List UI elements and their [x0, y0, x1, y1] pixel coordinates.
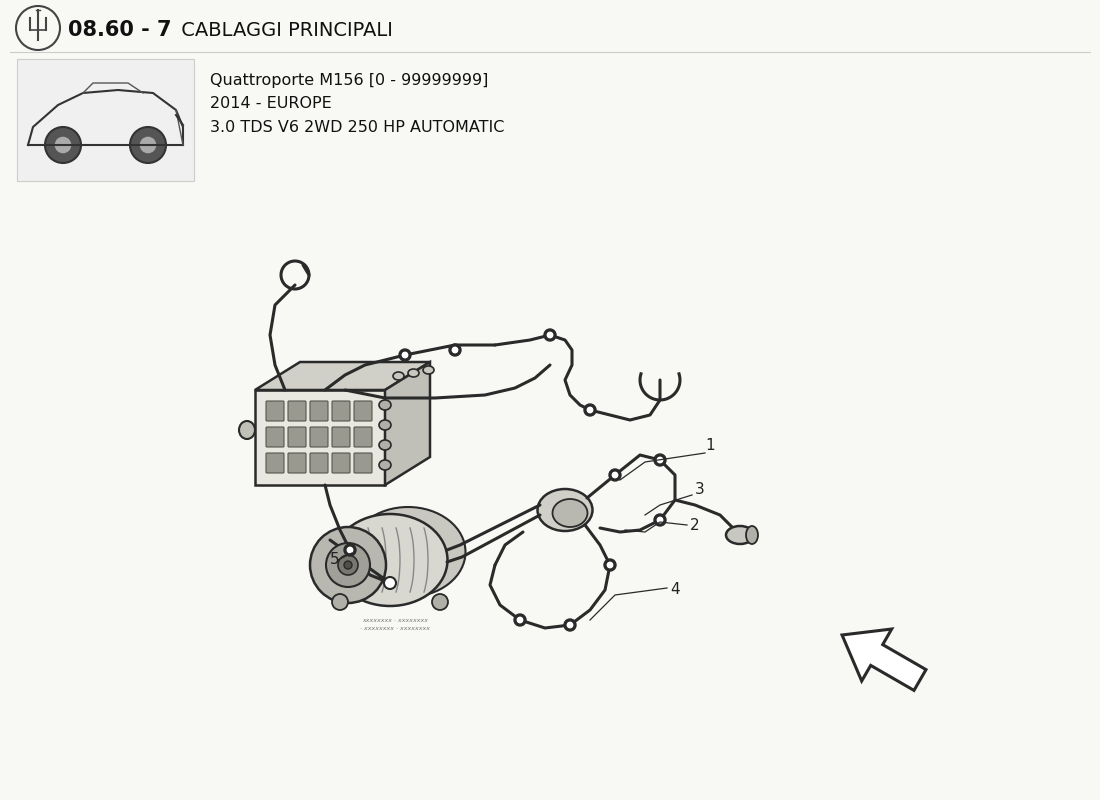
Ellipse shape [379, 400, 390, 410]
Text: 2: 2 [690, 518, 700, 533]
Circle shape [658, 518, 662, 522]
Circle shape [609, 469, 622, 481]
Polygon shape [255, 390, 385, 485]
Ellipse shape [424, 366, 434, 374]
Polygon shape [843, 629, 926, 690]
Circle shape [449, 344, 461, 356]
Circle shape [139, 136, 157, 154]
FancyBboxPatch shape [288, 427, 306, 447]
Circle shape [384, 577, 396, 589]
Circle shape [584, 404, 596, 416]
Circle shape [544, 329, 556, 341]
Polygon shape [255, 362, 430, 390]
FancyBboxPatch shape [354, 401, 372, 421]
Circle shape [452, 347, 458, 353]
Text: 1: 1 [705, 438, 715, 453]
Circle shape [658, 458, 662, 462]
Ellipse shape [538, 489, 593, 531]
Ellipse shape [379, 420, 390, 430]
FancyBboxPatch shape [354, 453, 372, 473]
Polygon shape [385, 362, 430, 485]
Ellipse shape [332, 514, 448, 606]
FancyBboxPatch shape [310, 427, 328, 447]
Circle shape [432, 594, 448, 610]
FancyBboxPatch shape [332, 401, 350, 421]
Text: CABLAGGI PRINCIPALI: CABLAGGI PRINCIPALI [175, 21, 393, 39]
Circle shape [654, 514, 666, 526]
Circle shape [587, 407, 593, 413]
Ellipse shape [552, 499, 587, 527]
Circle shape [45, 127, 81, 163]
Circle shape [130, 127, 166, 163]
Ellipse shape [746, 526, 758, 544]
Circle shape [348, 547, 353, 553]
Circle shape [568, 622, 573, 628]
Ellipse shape [408, 369, 419, 377]
Text: 08.60 - 7: 08.60 - 7 [68, 20, 172, 40]
Ellipse shape [726, 526, 754, 544]
Text: 3.0 TDS V6 2WD 250 HP AUTOMATIC: 3.0 TDS V6 2WD 250 HP AUTOMATIC [210, 121, 505, 135]
Circle shape [310, 527, 386, 603]
Ellipse shape [379, 440, 390, 450]
Text: xxxxxxxx · xxxxxxxx: xxxxxxxx · xxxxxxxx [362, 618, 428, 622]
FancyBboxPatch shape [332, 427, 350, 447]
Circle shape [326, 543, 370, 587]
Circle shape [517, 618, 522, 622]
Text: · xxxxxxxx · xxxxxxxx: · xxxxxxxx · xxxxxxxx [360, 626, 430, 630]
FancyBboxPatch shape [288, 401, 306, 421]
Text: 2014 - EUROPE: 2014 - EUROPE [210, 97, 332, 111]
Circle shape [548, 332, 552, 338]
Circle shape [344, 561, 352, 569]
Circle shape [338, 555, 358, 575]
Circle shape [654, 454, 666, 466]
FancyBboxPatch shape [288, 453, 306, 473]
FancyBboxPatch shape [310, 401, 328, 421]
Circle shape [604, 559, 616, 571]
Circle shape [564, 619, 576, 631]
Circle shape [514, 614, 526, 626]
Text: 5: 5 [330, 553, 340, 567]
FancyBboxPatch shape [332, 453, 350, 473]
Ellipse shape [351, 507, 465, 597]
Text: 4: 4 [670, 582, 680, 598]
FancyBboxPatch shape [310, 453, 328, 473]
Circle shape [54, 136, 72, 154]
Circle shape [344, 544, 356, 556]
Circle shape [613, 472, 618, 478]
Circle shape [607, 562, 613, 568]
FancyBboxPatch shape [266, 453, 284, 473]
Circle shape [399, 349, 411, 361]
FancyBboxPatch shape [266, 401, 284, 421]
Ellipse shape [393, 372, 404, 380]
Ellipse shape [239, 421, 255, 439]
Ellipse shape [379, 460, 390, 470]
Circle shape [403, 352, 408, 358]
Circle shape [332, 594, 348, 610]
FancyBboxPatch shape [16, 59, 194, 181]
FancyBboxPatch shape [354, 427, 372, 447]
Text: 3: 3 [695, 482, 705, 498]
FancyBboxPatch shape [266, 427, 284, 447]
Text: Quattroporte M156 [0 - 99999999]: Quattroporte M156 [0 - 99999999] [210, 73, 488, 87]
